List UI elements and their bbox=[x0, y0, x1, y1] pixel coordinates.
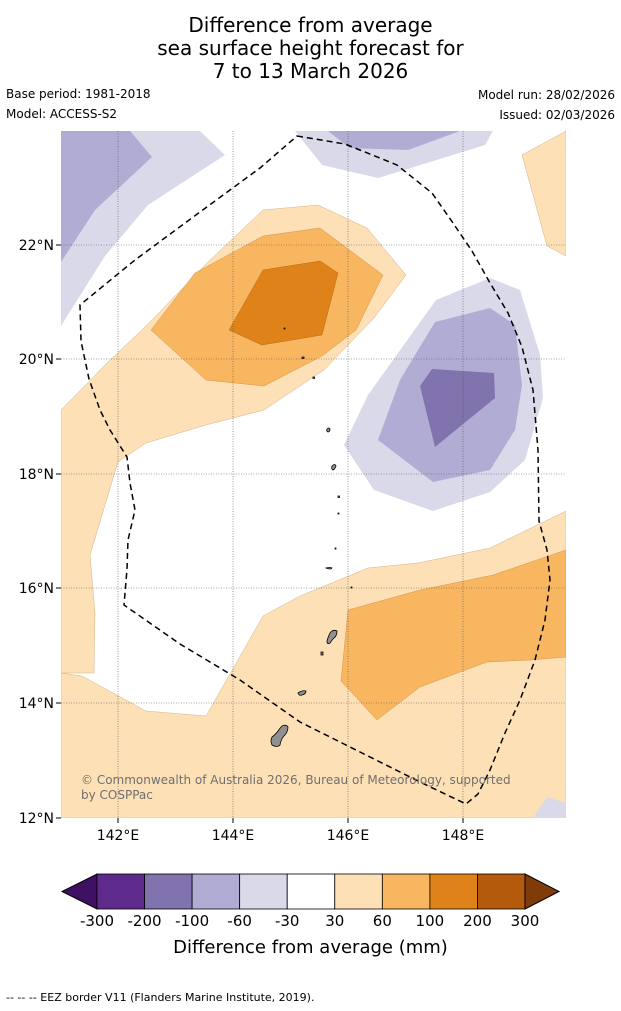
colorbar-extend-low bbox=[60, 873, 98, 910]
colorbar-tick-label: -300 bbox=[79, 912, 115, 930]
colorbar-tick-label: -200 bbox=[127, 912, 162, 930]
lon-label-148: 148°E bbox=[442, 828, 485, 844]
colorbar-swatch bbox=[239, 873, 288, 910]
colorbar-tick-label: -30 bbox=[274, 912, 300, 930]
map-plot-area bbox=[61, 131, 566, 818]
title-line-2: sea surface height forecast for bbox=[157, 36, 464, 60]
contour-negative-100-east bbox=[420, 369, 495, 447]
base-period: Base period: 1981-2018 bbox=[6, 87, 151, 101]
axis-ticks bbox=[56, 244, 464, 823]
lat-label-16: 16°N bbox=[19, 581, 54, 597]
lat-label-18: 18°N bbox=[19, 467, 54, 483]
island-pagan bbox=[331, 464, 337, 471]
copyright-credit: © Commonwealth of Australia 2026, Bureau… bbox=[81, 773, 511, 802]
title-line-3: 7 to 13 March 2026 bbox=[212, 59, 409, 83]
colorbar-tick-label: 30 bbox=[325, 912, 345, 930]
island-farallon-de-medinilla bbox=[350, 586, 353, 589]
contour-positive-60-south bbox=[340, 549, 566, 721]
contour-positive-100 bbox=[228, 260, 339, 346]
colorbar-swatch bbox=[381, 873, 431, 910]
eez-border bbox=[79, 135, 551, 805]
island-asuncion bbox=[312, 376, 315, 379]
island-maug bbox=[301, 356, 305, 359]
model-run: Model run: 28/02/2026 bbox=[477, 88, 615, 102]
island-saipan bbox=[326, 629, 338, 645]
island-tinian bbox=[320, 651, 324, 656]
issued-date: Issued: 02/03/2026 bbox=[499, 108, 615, 122]
contour-positive-30-ne bbox=[521, 131, 566, 257]
colorbar-swatch bbox=[477, 873, 526, 910]
lon-label-144: 144°E bbox=[212, 828, 255, 844]
island-guam bbox=[270, 724, 289, 747]
island-sarigan bbox=[334, 547, 337, 550]
model-name: Model: ACCESS-S2 bbox=[6, 107, 118, 121]
colorbar-swatch bbox=[96, 873, 145, 910]
island-agrihan bbox=[326, 427, 331, 433]
colorbar-swatch bbox=[144, 873, 193, 910]
colorbar-tick-label: -60 bbox=[227, 912, 252, 930]
island-anatahan bbox=[324, 567, 333, 570]
island-alamagan bbox=[337, 495, 340, 498]
contour-negative-60-nw bbox=[61, 131, 152, 262]
lat-label-22: 22°N bbox=[19, 238, 54, 254]
gridlines bbox=[61, 131, 566, 818]
colorbar-swatches bbox=[60, 873, 561, 910]
title-line-1: Difference from average bbox=[188, 13, 433, 37]
colorbar-tick-label: 200 bbox=[463, 912, 492, 930]
colorbar-tick-label: 100 bbox=[415, 912, 445, 930]
colorbar-swatch bbox=[191, 873, 241, 910]
contour-negative-60-top bbox=[328, 131, 460, 150]
contour-negative-30-se bbox=[533, 797, 566, 818]
islands bbox=[270, 327, 353, 747]
map-title: Difference from average sea surface heig… bbox=[0, 14, 621, 83]
colorbar-swatch bbox=[334, 873, 383, 910]
colorbar-swatch bbox=[286, 873, 336, 910]
colorbar-tick-label: 300 bbox=[510, 912, 540, 930]
island-guguan bbox=[337, 512, 340, 515]
anomaly-map: 22°N 20°N 18°N 16°N 14°N 12°N 142°E 144°… bbox=[19, 131, 566, 844]
colorbar-tick-label: -100 bbox=[175, 912, 210, 930]
lon-label-142: 142°E bbox=[97, 828, 140, 844]
colorbar-swatch bbox=[429, 873, 478, 910]
colorbar-extend-high bbox=[524, 873, 561, 910]
lat-label-20: 20°N bbox=[19, 352, 54, 368]
eez-legend-note: -- -- -- EEZ border V11 (Flanders Marine… bbox=[6, 991, 315, 1004]
island-farallon-de-pajaros bbox=[283, 327, 286, 330]
colorbar-title: Difference from average (mm) bbox=[173, 937, 448, 958]
island-rota bbox=[297, 690, 307, 696]
lat-label-12: 12°N bbox=[19, 811, 54, 827]
lon-label-146: 146°E bbox=[327, 828, 370, 844]
lat-label-14: 14°N bbox=[19, 696, 54, 712]
colorbar-tick-label: 60 bbox=[372, 912, 392, 930]
